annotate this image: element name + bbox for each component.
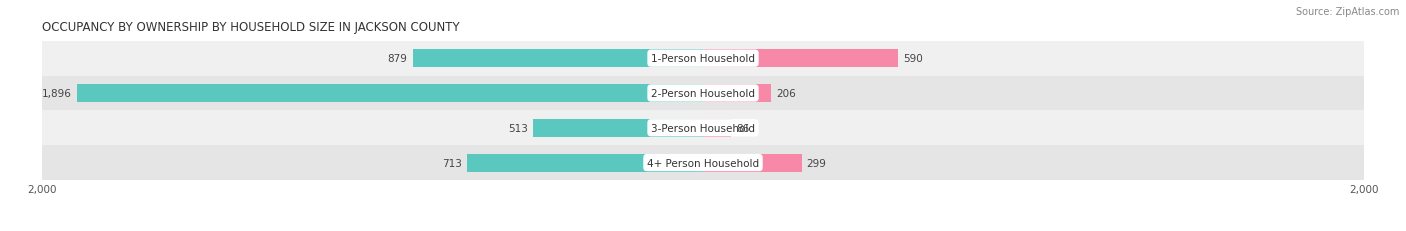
Bar <box>703 119 731 137</box>
Text: 2-Person Household: 2-Person Household <box>651 88 755 99</box>
Bar <box>703 154 801 172</box>
Bar <box>42 111 1364 146</box>
Text: OCCUPANCY BY OWNERSHIP BY HOUSEHOLD SIZE IN JACKSON COUNTY: OCCUPANCY BY OWNERSHIP BY HOUSEHOLD SIZE… <box>42 21 460 33</box>
Bar <box>42 76 1364 111</box>
Text: 879: 879 <box>388 54 408 64</box>
Text: 513: 513 <box>509 123 529 133</box>
Text: 1-Person Household: 1-Person Household <box>651 54 755 64</box>
Bar <box>533 119 703 137</box>
Text: 86: 86 <box>737 123 749 133</box>
Text: 4+ Person Household: 4+ Person Household <box>647 158 759 168</box>
Text: 590: 590 <box>903 54 922 64</box>
Text: 206: 206 <box>776 88 796 99</box>
Bar <box>467 154 703 172</box>
Text: 713: 713 <box>443 158 463 168</box>
Bar <box>412 50 703 68</box>
Text: 3-Person Household: 3-Person Household <box>651 123 755 133</box>
Text: 1,896: 1,896 <box>42 88 72 99</box>
Text: Source: ZipAtlas.com: Source: ZipAtlas.com <box>1295 7 1399 17</box>
Bar <box>703 85 770 103</box>
Bar <box>76 85 703 103</box>
Text: 299: 299 <box>807 158 827 168</box>
Bar <box>42 42 1364 76</box>
Bar <box>703 50 898 68</box>
Bar <box>42 146 1364 180</box>
